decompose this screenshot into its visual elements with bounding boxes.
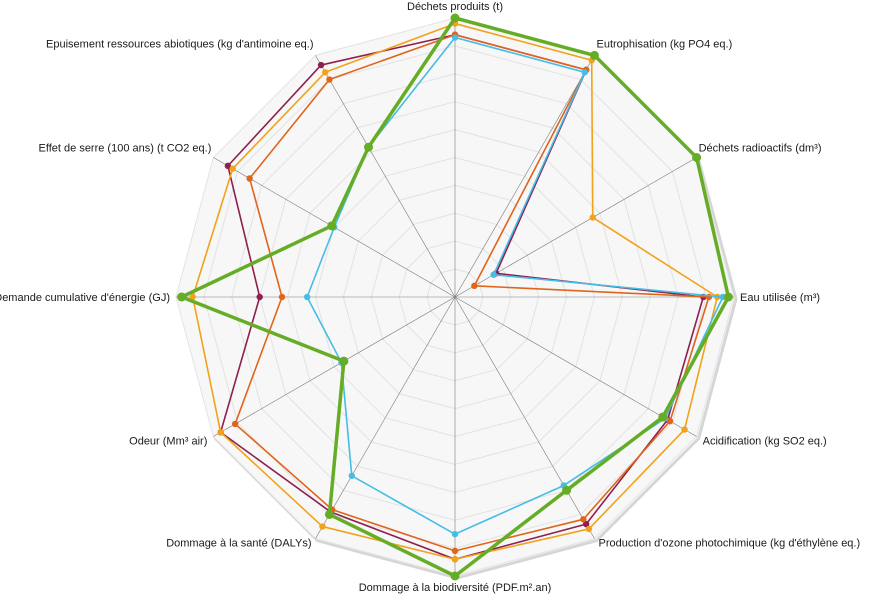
axis-spoke [315,296,456,539]
axis-label: Epuisement ressources abiotiques (kg d'a… [46,38,313,50]
axis-label: Eutrophisation (kg PO4 eq.) [597,38,733,50]
data-point [326,76,333,83]
data-point [317,61,325,69]
axis-labels: Déchets produits (t) Eutrophisation (kg P… [0,1,860,594]
axis-label: Eau utilisée (m³) [740,292,820,304]
data-point [324,509,334,519]
data-point [451,547,459,555]
data-point [585,525,593,533]
axis-label: Déchets produits (t) [407,1,503,13]
axis-spoke [454,296,595,539]
axis-spoke [454,55,595,298]
data-point [303,293,311,301]
data-point [327,221,337,231]
data-point [451,34,459,41]
data-point [339,356,349,366]
data-point [723,292,733,302]
data-point [692,153,702,162]
data-point [322,69,329,76]
data-point [229,165,236,172]
data-point [189,293,196,301]
data-point [319,523,326,530]
data-point [490,271,497,278]
data-point [246,175,253,182]
data-point [451,530,459,538]
data-point [589,214,596,221]
data-point [256,293,263,301]
axis-spoke [315,55,456,298]
data-point [364,142,374,152]
data-point [590,50,599,60]
data-point [348,472,355,479]
axis-spoke [213,296,456,437]
data-point [666,417,674,425]
series-5 [177,13,733,581]
data-point [224,162,232,170]
axis-spoke [454,296,697,437]
data-point [581,69,588,76]
data-point [217,429,224,436]
data-point [681,426,688,433]
axis-label: Production d'ozone photochimique (kg d'é… [599,538,861,550]
data-point [582,520,590,528]
axis-label: Acidification (kg SO2 eq.) [703,436,827,448]
axis-label: Déchets radioactifs (dm³) [699,143,822,155]
data-point [658,412,668,422]
data-point [562,485,572,495]
data-point [231,420,239,428]
radar-series [177,13,733,581]
data-point [450,571,460,581]
axis-label: Dommage à la santé (DALYs) [166,538,311,550]
data-point [450,13,460,23]
data-point [471,282,478,290]
axis-label: Effet de serre (100 ans) (t CO2 eq.) [39,143,212,155]
radar-grid [175,17,738,580]
data-point [177,292,187,302]
axis-label: Demande cumulative d'énergie (GJ) [0,292,170,304]
axis-label: Dommage à la biodiversité (PDF.m².an) [359,582,552,594]
data-point [278,293,286,301]
data-point [451,556,459,563]
axis-label: Odeur (Mm³ air) [129,436,207,448]
data-point [580,516,587,523]
